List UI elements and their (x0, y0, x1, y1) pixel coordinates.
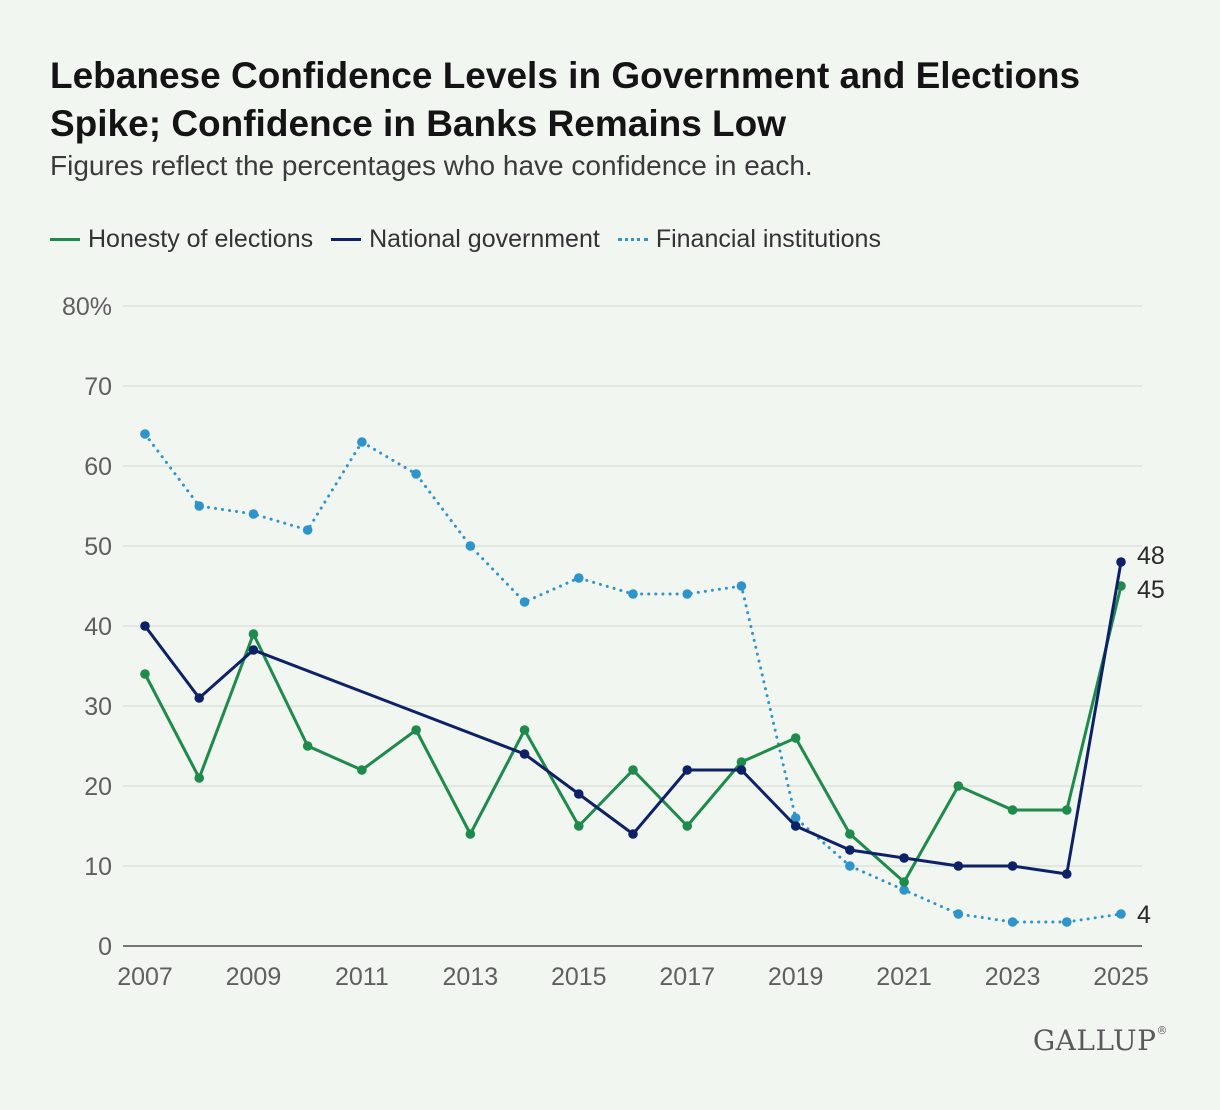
data-point-honesty-of-elections (1061, 805, 1072, 815)
data-point-national-government (953, 861, 964, 871)
data-point-honesty-of-elections (573, 821, 584, 831)
data-point-national-government (736, 765, 747, 775)
data-point-national-government (899, 853, 909, 863)
data-point-financial-institutions (1116, 909, 1126, 919)
data-point-financial-institutions (411, 469, 421, 479)
legend-swatch-honesty-of-elections (50, 237, 80, 241)
data-point-honesty-of-elections (519, 725, 530, 735)
x-tick-label: 2007 (117, 963, 173, 991)
data-point-financial-institutions (790, 813, 801, 823)
x-tick-label: 2021 (876, 963, 932, 991)
data-point-financial-institutions (194, 501, 205, 511)
data-point-honesty-of-elections (953, 781, 964, 791)
data-point-national-government (1116, 557, 1126, 567)
data-point-financial-institutions (573, 573, 584, 583)
data-point-national-government (628, 829, 638, 839)
data-label-national-government: 48 (1137, 542, 1165, 570)
data-point-national-government (845, 845, 855, 855)
data-point-national-government (1007, 861, 1018, 871)
legend-swatch-financial-institutions (617, 237, 648, 241)
legend: Honesty of elections National government F… (50, 222, 899, 256)
x-tick-label: 2009 (226, 963, 282, 991)
data-point-financial-institutions (953, 909, 964, 919)
y-tick-label: 70 (84, 373, 112, 401)
y-tick-label: 50 (84, 533, 112, 561)
y-tick-label: 40 (84, 613, 112, 641)
data-point-honesty-of-elections (248, 629, 259, 639)
series-line-financial-institutions (143, 432, 1123, 924)
data-point-honesty-of-elections (302, 741, 313, 751)
x-tick-label: 2015 (551, 963, 607, 991)
x-tick-label: 2025 (1093, 963, 1149, 991)
series-line-national-government (143, 560, 1123, 876)
legend-item-financial-institutions: Financial institutions (617, 224, 881, 254)
data-point-honesty-of-elections (411, 725, 421, 735)
data-point-honesty-of-elections (628, 765, 638, 775)
x-tick-label: 2011 (335, 963, 389, 991)
data-point-honesty-of-elections (682, 821, 693, 831)
legend-label: Financial institutions (655, 224, 881, 253)
chart-title: Lebanese Confidence Levels in Government… (50, 55, 1081, 144)
data-point-financial-institutions (465, 541, 476, 551)
data-point-national-government (519, 749, 530, 759)
y-tick-label: 80% (62, 293, 112, 321)
y-tick-label: 30 (84, 693, 112, 721)
x-tick-label: 2013 (443, 963, 499, 991)
data-point-honesty-of-elections (1007, 805, 1018, 815)
y-tick-label: 0 (98, 933, 112, 961)
data-point-honesty-of-elections (736, 757, 747, 767)
legend-item-honesty-of-elections: Honesty of elections (50, 225, 313, 254)
data-label-financial-institutions: 4 (1137, 901, 1151, 929)
y-tick-label: 20 (84, 773, 112, 801)
data-point-financial-institutions (1007, 917, 1018, 927)
data-point-honesty-of-elections (790, 733, 801, 743)
data-label-honesty-of-elections: 45 (1137, 576, 1165, 604)
data-point-national-government (248, 645, 259, 655)
legend-label: National government (369, 224, 600, 253)
data-point-national-government (140, 621, 150, 631)
line-chart: 0 10 20 30 40 50 60 70 80% 2007 2009 2011 2013 2015 20… (62, 293, 1165, 991)
data-point-honesty-of-elections (357, 765, 367, 775)
data-point-honesty-of-elections (845, 829, 855, 839)
data-point-honesty-of-elections (465, 829, 476, 839)
y-tick-label: 60 (84, 453, 112, 481)
x-tick-label: 2019 (768, 963, 824, 991)
data-point-financial-institutions (845, 861, 855, 871)
data-point-financial-institutions (519, 597, 530, 607)
data-point-financial-institutions (682, 589, 693, 599)
data-point-financial-institutions (736, 581, 747, 591)
data-point-financial-institutions (357, 437, 367, 447)
x-tick-label: 2023 (985, 963, 1041, 991)
data-point-financial-institutions (248, 509, 259, 519)
data-point-financial-institutions (1061, 917, 1072, 927)
data-point-financial-institutions (302, 525, 313, 535)
data-point-financial-institutions (628, 589, 638, 599)
data-point-honesty-of-elections (194, 773, 205, 783)
data-point-financial-institutions (899, 885, 909, 895)
data-point-honesty-of-elections (899, 877, 909, 887)
y-tick-label: 10 (84, 853, 112, 881)
gallup-logo: GALLUP® (1032, 1024, 1168, 1057)
data-point-national-government (790, 821, 801, 831)
data-point-financial-institutions (140, 429, 150, 439)
chart-subtitle: Figures reflect the percentages who have… (50, 150, 813, 181)
legend-item-national-government: National government (331, 225, 600, 254)
legend-swatch-national-government (331, 237, 362, 241)
legend-label: Honesty of elections (88, 224, 314, 253)
data-point-national-government (682, 765, 693, 775)
data-point-national-government (1061, 869, 1072, 879)
data-point-honesty-of-elections (140, 669, 150, 679)
x-tick-label: 2017 (659, 963, 715, 991)
data-point-national-government (573, 789, 584, 799)
data-point-national-government (194, 693, 205, 703)
